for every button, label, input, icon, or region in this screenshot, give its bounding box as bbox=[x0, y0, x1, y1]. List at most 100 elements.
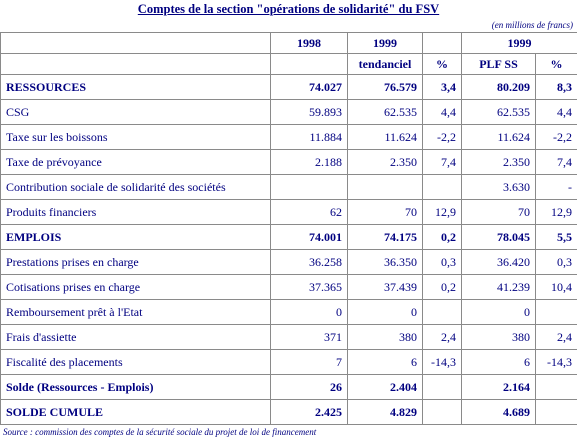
table: 1998 1999 1999 tendanciel% PLF SS% RESSOURCES… bbox=[0, 32, 577, 425]
table-row: Solde (Ressources - Emplois) 26 2.404 2.164 bbox=[0, 374, 577, 400]
title: Comptes de la section "opérations de sol… bbox=[137, 2, 440, 16]
row-label: Remboursement prêt à l'Etat bbox=[0, 299, 271, 325]
value-cell bbox=[270, 174, 348, 200]
header-cell: % bbox=[535, 53, 577, 75]
header-cell: PLF SS bbox=[461, 53, 536, 75]
value-cell: 2.188 bbox=[270, 149, 348, 175]
value-cell: 4,4 bbox=[422, 99, 462, 125]
value-cell: 74.175 bbox=[347, 224, 423, 250]
value-cell: 3.630 bbox=[461, 174, 536, 200]
value-cell: 78.045 bbox=[461, 224, 536, 250]
value-cell: 6 bbox=[347, 349, 423, 375]
header-cell: tendanciel bbox=[347, 53, 423, 75]
value-cell bbox=[422, 174, 462, 200]
value-cell: 4,4 bbox=[535, 99, 577, 125]
value-cell: 36.420 bbox=[461, 249, 536, 275]
header-row: 1998 1999 1999 bbox=[0, 32, 577, 54]
value-cell: 74.027 bbox=[270, 74, 348, 100]
row-label: CSG bbox=[0, 99, 271, 125]
header-cell bbox=[270, 53, 348, 75]
value-cell: 4.829 bbox=[347, 399, 423, 425]
value-cell: - bbox=[535, 174, 577, 200]
table-row: Contribution sociale de solidarité des s… bbox=[0, 174, 577, 200]
table-row: RESSOURCES 74.027 76.579 3,4 80.209 8,3 bbox=[0, 74, 577, 100]
row-label: Fiscalité des placements bbox=[0, 349, 271, 375]
header-cell bbox=[0, 32, 271, 54]
unit-note: (en millions de francs) bbox=[491, 20, 573, 30]
value-cell: 2.425 bbox=[270, 399, 348, 425]
value-cell: 26 bbox=[270, 374, 348, 400]
value-cell: 11.624 bbox=[461, 124, 536, 150]
value-cell: 36.350 bbox=[347, 249, 423, 275]
value-cell: 0,2 bbox=[422, 274, 462, 300]
row-label: Produits financiers bbox=[0, 199, 271, 225]
table-row: Taxe de prévoyance 2.188 2.350 7,4 2.350 7,4 bbox=[0, 149, 577, 175]
value-cell bbox=[347, 174, 423, 200]
value-cell: 62 bbox=[270, 199, 348, 225]
value-cell bbox=[422, 299, 462, 325]
row-label: Solde (Ressources - Emplois) bbox=[0, 374, 271, 400]
value-cell: 5,5 bbox=[535, 224, 577, 250]
row-label: SOLDE CUMULE bbox=[0, 399, 271, 425]
value-cell: -2,2 bbox=[422, 124, 462, 150]
value-cell: 8,3 bbox=[535, 74, 577, 100]
table-body: 1998 1999 1999 tendanciel% PLF SS% RESSOURCES… bbox=[0, 32, 577, 425]
table-row: Prestations prises en charge 36.258 36.350… bbox=[0, 249, 577, 275]
value-cell: 2.404 bbox=[347, 374, 423, 400]
table-row: SOLDE CUMULE 2.425 4.829 4.689 bbox=[0, 399, 577, 425]
table-row: Remboursement prêt à l'Etat 0 0 0 bbox=[0, 299, 577, 325]
table-row: CSG 59.893 62.535 4,4 62.535 4,4 bbox=[0, 99, 577, 125]
value-cell: 12,9 bbox=[422, 199, 462, 225]
table-row: EMPLOIS 74.001 74.175 0,2 78.045 5,5 bbox=[0, 224, 577, 250]
header-cell: 1999 bbox=[347, 32, 423, 54]
value-cell: 7,4 bbox=[535, 149, 577, 175]
row-label: Taxe sur les boissons bbox=[0, 124, 271, 150]
value-cell: 37.365 bbox=[270, 274, 348, 300]
value-cell: 0 bbox=[347, 299, 423, 325]
value-cell: 2.350 bbox=[347, 149, 423, 175]
value-cell: 59.893 bbox=[270, 99, 348, 125]
value-cell: 0 bbox=[270, 299, 348, 325]
value-cell: 3,4 bbox=[422, 74, 462, 100]
row-label: Contribution sociale de solidarité des s… bbox=[0, 174, 271, 200]
value-cell: 0,3 bbox=[535, 249, 577, 275]
row-label: Prestations prises en charge bbox=[0, 249, 271, 275]
value-cell: 4.689 bbox=[461, 399, 536, 425]
value-cell: 2.164 bbox=[461, 374, 536, 400]
table-row: Cotisations prises en charge 37.365 37.439… bbox=[0, 274, 577, 300]
value-cell: 37.439 bbox=[347, 274, 423, 300]
row-label: Taxe de prévoyance bbox=[0, 149, 271, 175]
value-cell: 2.350 bbox=[461, 149, 536, 175]
value-cell bbox=[422, 399, 462, 425]
value-cell: 11.624 bbox=[347, 124, 423, 150]
source: Source : commission des comptes de la sé… bbox=[3, 427, 317, 437]
header-cell bbox=[0, 53, 271, 75]
value-cell: 62.535 bbox=[347, 99, 423, 125]
value-cell: 7 bbox=[270, 349, 348, 375]
value-cell: 2,4 bbox=[535, 324, 577, 350]
value-cell: 74.001 bbox=[270, 224, 348, 250]
value-cell: 371 bbox=[270, 324, 348, 350]
value-cell: 70 bbox=[347, 199, 423, 225]
header-cell: % bbox=[422, 53, 462, 75]
row-label: Cotisations prises en charge bbox=[0, 274, 271, 300]
header-cell bbox=[422, 32, 462, 54]
value-cell: 380 bbox=[461, 324, 536, 350]
table-row: Taxe sur les boissons 11.884 11.624 -2,2 11.… bbox=[0, 124, 577, 150]
value-cell: 0,2 bbox=[422, 224, 462, 250]
table-row: Frais d'assiette 371 380 2,4 380 2,4 bbox=[0, 324, 577, 350]
row-label: EMPLOIS bbox=[0, 224, 271, 250]
value-cell bbox=[535, 299, 577, 325]
table-row: Produits financiers 62 70 12,9 70 12,9 bbox=[0, 199, 577, 225]
value-cell bbox=[535, 374, 577, 400]
value-cell bbox=[422, 374, 462, 400]
value-cell: 80.209 bbox=[461, 74, 536, 100]
value-cell: 62.535 bbox=[461, 99, 536, 125]
value-cell: 380 bbox=[347, 324, 423, 350]
value-cell: 76.579 bbox=[347, 74, 423, 100]
table-row: Fiscalité des placements 7 6 -14,3 6 -14,3 bbox=[0, 349, 577, 375]
value-cell: 0 bbox=[461, 299, 536, 325]
value-cell: 0,3 bbox=[422, 249, 462, 275]
value-cell: 12,9 bbox=[535, 199, 577, 225]
